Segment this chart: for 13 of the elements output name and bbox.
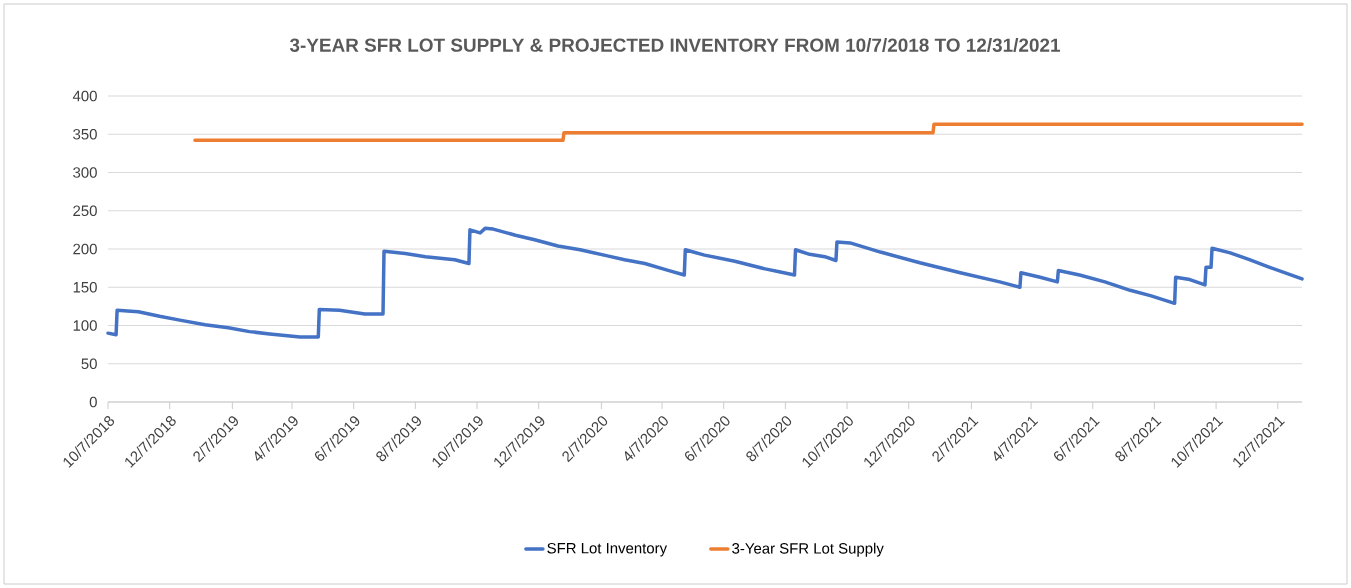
y-tick-label: 100 [73,320,97,331]
chart-title: 3-YEAR SFR LOT SUPPLY & PROJECTED INVENTORY FROM 10/7/2018 TO 12/31/2021 [289,37,1060,53]
legend-label: SFR Lot Inventory [547,542,668,557]
line-series [106,226,1304,339]
y-tick-label: 200 [73,243,97,255]
y-tick-label: 0 [89,396,97,408]
y-tick-label: 350 [73,128,97,140]
legend-label: 3-Year SFR Lot Supply [732,542,884,557]
y-tick-label: 300 [73,167,97,178]
y-tick-label: 250 [73,205,97,217]
y-tick-label: 50 [81,358,97,370]
y-tick-label: 150 [73,281,97,293]
y-tick-label: 400 [72,90,97,102]
